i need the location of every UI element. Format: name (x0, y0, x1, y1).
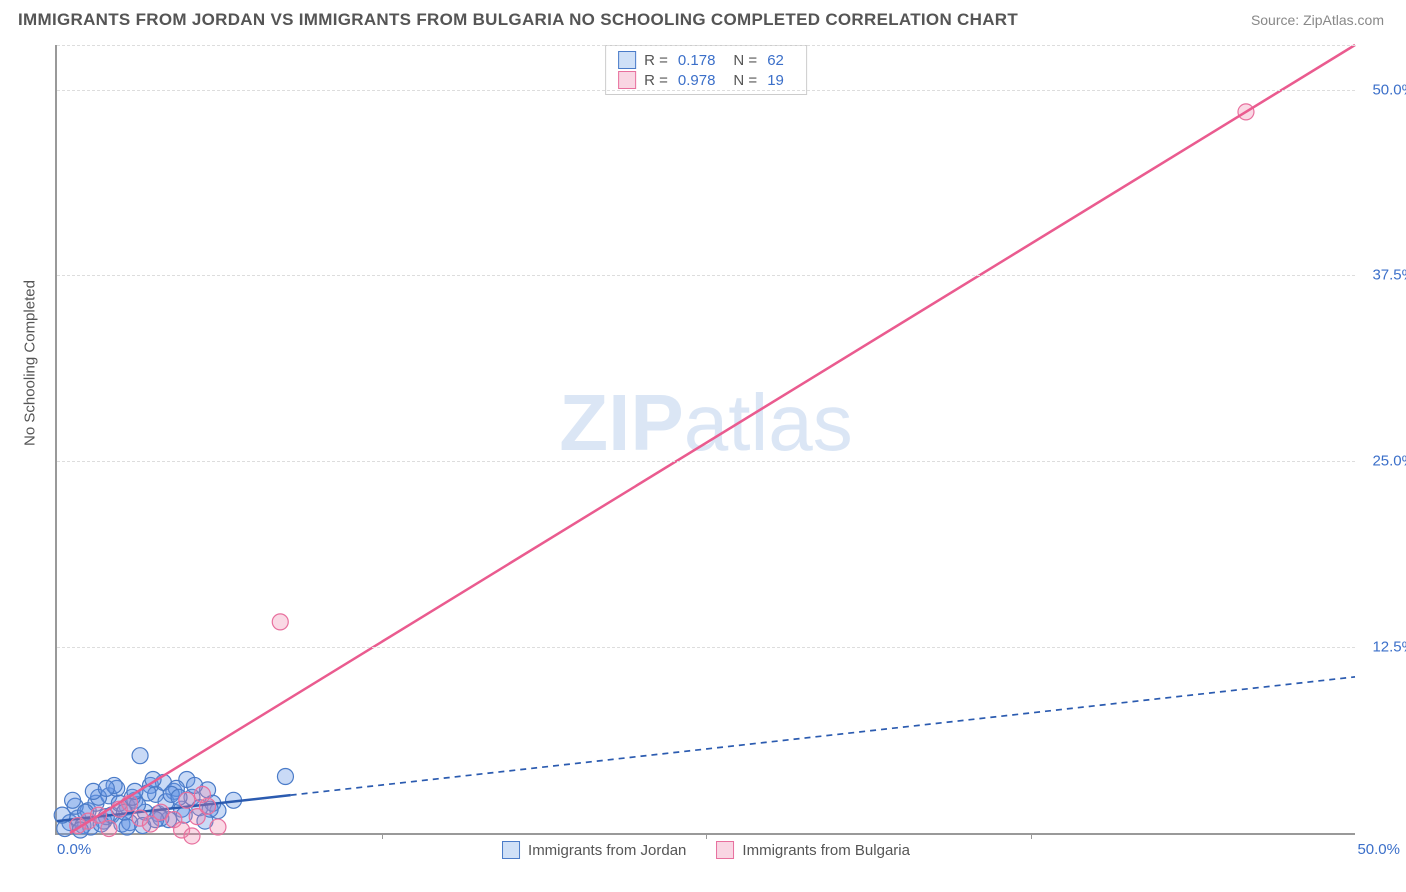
x-tick (382, 833, 383, 839)
gridline-h (57, 90, 1355, 91)
legend-r-value-jordan: 0.178 (678, 52, 716, 69)
gridline-h (57, 275, 1355, 276)
correlation-legend: R = 0.178 N = 62 R = 0.978 N = 19 (605, 45, 807, 95)
legend-n-label: N = (733, 72, 757, 89)
gridline-h (57, 461, 1355, 462)
x-tick-label-max: 50.0% (1357, 841, 1400, 858)
chart-title: IMMIGRANTS FROM JORDAN VS IMMIGRANTS FRO… (18, 10, 1018, 30)
x-tick (1031, 833, 1032, 839)
legend-n-value-jordan: 62 (767, 52, 784, 69)
legend-r-value-bulgaria: 0.978 (678, 72, 716, 89)
scatter-point (184, 828, 200, 844)
scatter-point (65, 792, 81, 808)
x-tick-label-min: 0.0% (57, 841, 91, 858)
scatter-point (277, 769, 293, 785)
plot-area: ZIPatlas R = 0.178 N = 62 R = 0.978 N = … (55, 45, 1355, 835)
legend-n-label: N = (733, 52, 757, 69)
series-label-jordan: Immigrants from Jordan (528, 842, 686, 859)
scatter-point (98, 780, 114, 796)
y-tick-label: 50.0% (1372, 81, 1406, 98)
legend-row-bulgaria: R = 0.978 N = 19 (618, 70, 794, 90)
gridline-h (57, 647, 1355, 648)
chart-canvas (57, 45, 1355, 833)
scatter-point (210, 819, 226, 835)
x-tick (706, 833, 707, 839)
trend-line (70, 45, 1355, 833)
y-tick-label: 37.5% (1372, 267, 1406, 284)
series-label-bulgaria: Immigrants from Bulgaria (742, 842, 910, 859)
legend-swatch-bulgaria (618, 71, 636, 89)
series-legend-bulgaria: Immigrants from Bulgaria (716, 841, 910, 859)
series-swatch-jordan (502, 841, 520, 859)
series-swatch-bulgaria (716, 841, 734, 859)
scatter-point (101, 821, 117, 837)
source-attribution: Source: ZipAtlas.com (1251, 12, 1384, 28)
legend-n-value-bulgaria: 19 (767, 72, 784, 89)
scatter-point (179, 792, 195, 808)
series-legend: Immigrants from Jordan Immigrants from B… (502, 841, 910, 859)
scatter-point (194, 786, 210, 802)
series-legend-jordan: Immigrants from Jordan (502, 841, 686, 859)
scatter-point (132, 748, 148, 764)
legend-swatch-jordan (618, 51, 636, 69)
gridline-h (57, 45, 1355, 46)
legend-r-label: R = (644, 52, 668, 69)
trend-line-extrapolated (291, 677, 1355, 795)
y-axis-label: No Schooling Completed (22, 280, 39, 446)
y-tick-label: 25.0% (1372, 453, 1406, 470)
legend-row-jordan: R = 0.178 N = 62 (618, 50, 794, 70)
chart-container: IMMIGRANTS FROM JORDAN VS IMMIGRANTS FRO… (0, 0, 1406, 892)
y-tick-label: 12.5% (1372, 639, 1406, 656)
scatter-point (272, 614, 288, 630)
legend-r-label: R = (644, 72, 668, 89)
